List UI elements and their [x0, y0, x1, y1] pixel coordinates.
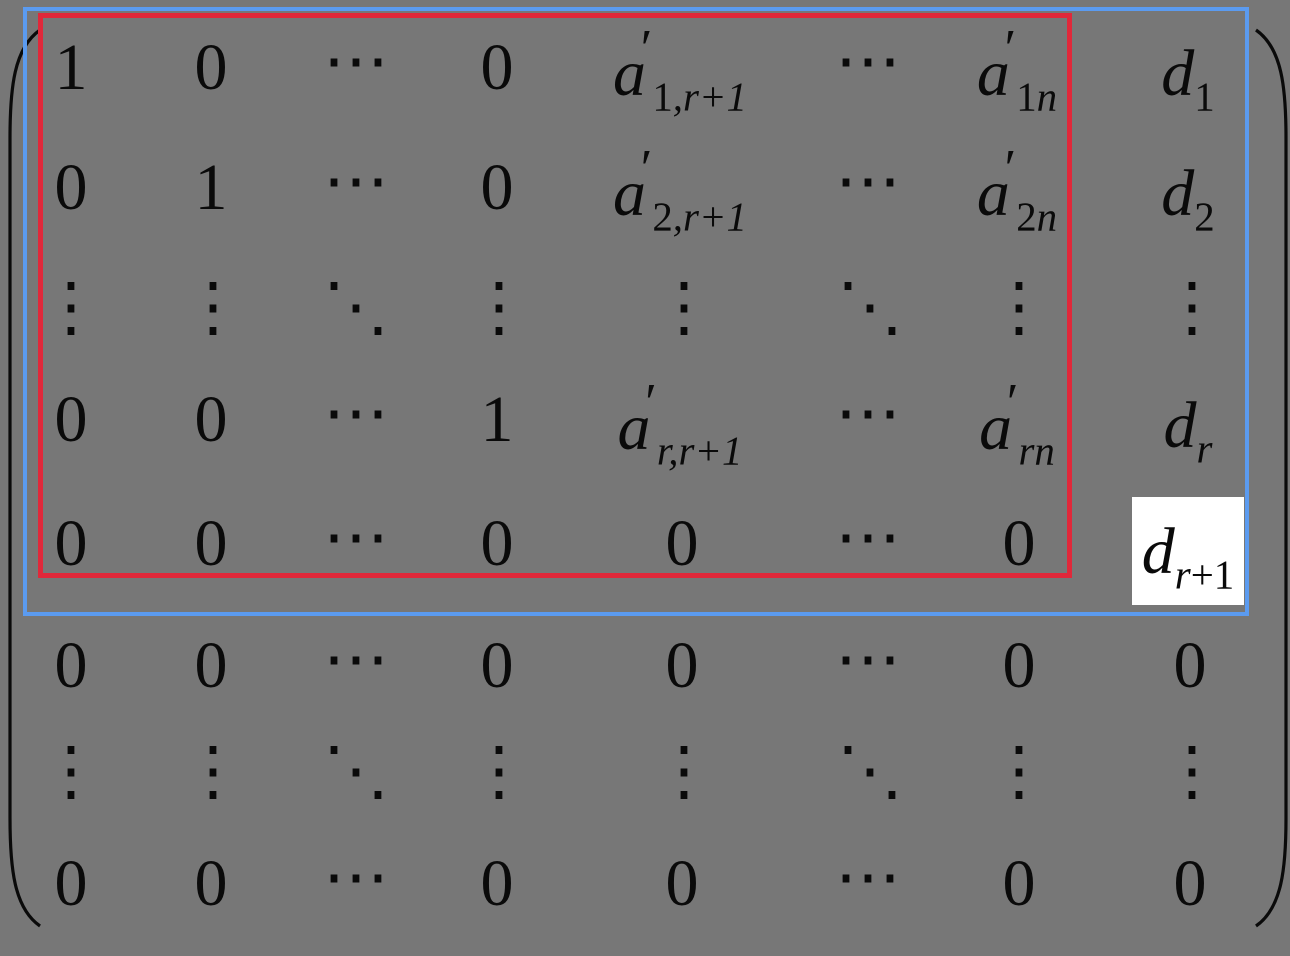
cell-r1-c8: d1: [1161, 37, 1215, 120]
cell-r5-c3: ⋯: [323, 501, 389, 574]
cell-r7-c6: ⋱: [837, 735, 903, 808]
cell-r7-c8: ⋮: [1159, 735, 1225, 808]
cell-r6-c3: ⋯: [323, 623, 389, 696]
cell-r7-c3: ⋱: [323, 735, 389, 808]
cell-r6-c2: 0: [194, 629, 228, 702]
cell-r7-c7: ⋮: [986, 735, 1052, 808]
cell-r3-c7: ⋮: [986, 271, 1052, 344]
cell-r1-c7: a′1n: [976, 19, 1058, 120]
cell-r3-c1: ⋮: [38, 271, 104, 344]
cell-r8-c5: 0: [665, 847, 699, 920]
cell-r3-c2: ⋮: [180, 271, 246, 344]
cell-r3-c6: ⋱: [837, 271, 903, 344]
cell-r4-c6: ⋯: [835, 377, 901, 450]
right-parenthesis: [1255, 28, 1288, 928]
cell-r4-c2: 0: [194, 383, 228, 456]
cell-r8-c6: ⋯: [835, 841, 901, 914]
cell-r2-c5: a′2,r+1: [613, 139, 747, 240]
cell-r5-c8: dr+1: [1141, 515, 1235, 598]
cell-r2-c2: 1: [194, 151, 228, 224]
highlighted-cell-background: [1132, 497, 1244, 605]
cell-r5-c5: 0: [665, 507, 699, 580]
cell-r4-c5: a′r,r+1: [617, 373, 743, 474]
cell-r5-c7: 0: [1002, 507, 1036, 580]
cell-r2-c1: 0: [54, 151, 88, 224]
cell-r1-c3: ⋯: [323, 25, 389, 98]
cell-r4-c7: a′rn: [979, 373, 1055, 474]
inner-highlight-box: [38, 13, 1072, 578]
cell-r8-c3: ⋯: [323, 841, 389, 914]
cell-r7-c2: ⋮: [180, 735, 246, 808]
cell-r1-c5: a′1,r+1: [613, 19, 747, 120]
cell-r8-c1: 0: [54, 847, 88, 920]
cell-r8-c2: 0: [194, 847, 228, 920]
cell-r6-c5: 0: [665, 629, 699, 702]
cell-r3-c8: ⋮: [1159, 271, 1225, 344]
cell-r4-c1: 0: [54, 383, 88, 456]
cell-r3-c3: ⋱: [323, 271, 389, 344]
cell-r7-c4: ⋮: [466, 735, 532, 808]
cell-r2-c3: ⋯: [323, 145, 389, 218]
cell-r8-c7: 0: [1002, 847, 1036, 920]
cell-r4-c3: ⋯: [323, 377, 389, 450]
cell-r4-c8: dr: [1163, 389, 1213, 472]
cell-r1-c6: ⋯: [835, 25, 901, 98]
cell-r6-c4: 0: [480, 629, 514, 702]
cell-r4-c4: 1: [480, 383, 514, 456]
cell-r8-c8: 0: [1173, 847, 1207, 920]
cell-r8-c4: 0: [480, 847, 514, 920]
cell-r6-c7: 0: [1002, 629, 1036, 702]
cell-r5-c1: 0: [54, 507, 88, 580]
cell-r5-c2: 0: [194, 507, 228, 580]
cell-r2-c6: ⋯: [835, 145, 901, 218]
cell-r2-c8: d2: [1161, 157, 1215, 240]
cell-r2-c4: 0: [480, 151, 514, 224]
cell-r6-c6: ⋯: [835, 623, 901, 696]
cell-r6-c1: 0: [54, 629, 88, 702]
outer-highlight-box: [23, 7, 1249, 616]
cell-r3-c5: ⋮: [651, 271, 717, 344]
cell-r1-c1: 1: [54, 31, 88, 104]
cell-r7-c5: ⋮: [651, 735, 717, 808]
cell-r5-c4: 0: [480, 507, 514, 580]
cell-r1-c2: 0: [194, 31, 228, 104]
cell-r2-c7: a′2n: [976, 139, 1058, 240]
cell-r7-c1: ⋮: [38, 735, 104, 808]
cell-r6-c8: 0: [1173, 629, 1207, 702]
left-parenthesis: [8, 28, 41, 928]
cell-r5-c6: ⋯: [835, 501, 901, 574]
cell-r3-c4: ⋮: [466, 271, 532, 344]
cell-r1-c4: 0: [480, 31, 514, 104]
